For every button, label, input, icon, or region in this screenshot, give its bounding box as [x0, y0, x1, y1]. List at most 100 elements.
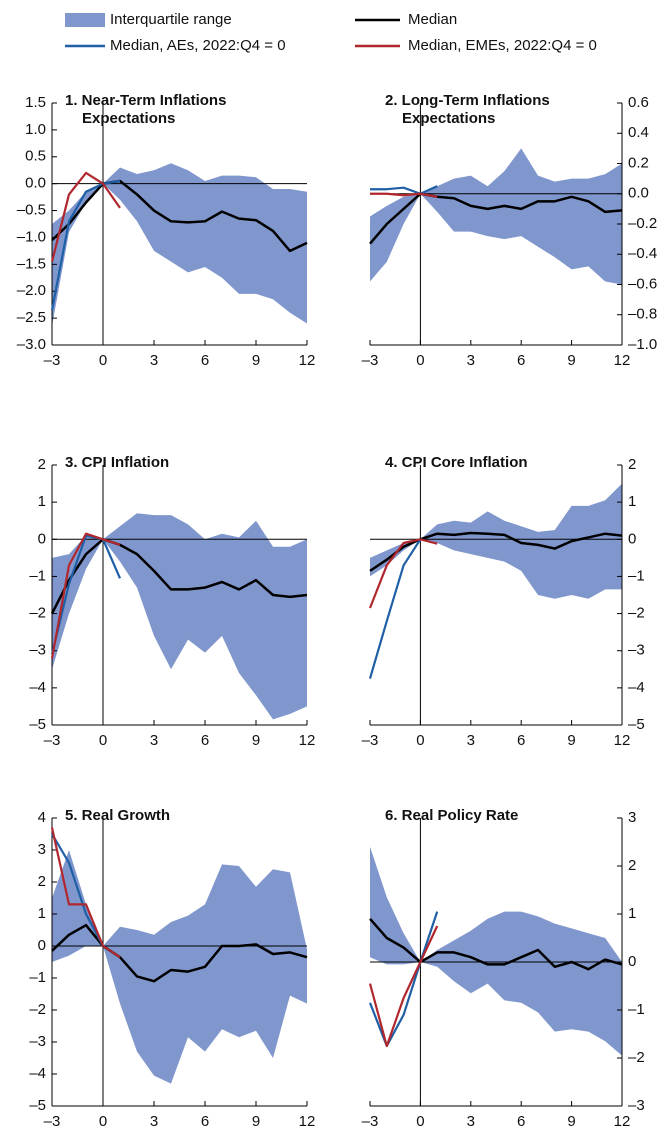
- x-tick-label: 12: [614, 732, 631, 749]
- y-tick-label: –3: [29, 642, 46, 659]
- x-tick-label: –3: [362, 732, 379, 749]
- x-tick-label: –3: [44, 732, 61, 749]
- y-tick-label: –2.5: [17, 309, 46, 326]
- x-tick-label: 0: [416, 1113, 424, 1130]
- x-tick-label: –3: [362, 1113, 379, 1130]
- y-tick-label: 1: [628, 905, 636, 922]
- y-tick-label: –0.6: [628, 275, 657, 292]
- y-tick-label: 3: [628, 809, 636, 826]
- y-tick-label: –4: [29, 679, 46, 696]
- y-tick-label: 0.2: [628, 154, 649, 171]
- median-line: [369, 917, 623, 971]
- x-tick-label: 3: [150, 732, 158, 749]
- x-tick-label: 9: [252, 1113, 260, 1130]
- x-tick-label: 12: [299, 732, 316, 749]
- panel-title: 6. Real Policy Rate: [385, 807, 519, 824]
- iqr-band: [52, 163, 307, 327]
- x-tick-label: 12: [299, 352, 316, 369]
- median-aes-line: [368, 538, 422, 679]
- x-tick-label: 6: [517, 732, 525, 749]
- y-tick-label: 2: [38, 456, 46, 473]
- x-tick-label: –3: [44, 352, 61, 369]
- iqr-band: [52, 850, 307, 1084]
- x-tick-label: 0: [99, 732, 107, 749]
- median-aes-line: [51, 833, 104, 947]
- y-tick-label: 4: [38, 809, 46, 826]
- x-tick-label: 6: [517, 352, 525, 369]
- x-tick-label: 12: [299, 1113, 316, 1130]
- x-tick-label: 6: [517, 1113, 525, 1130]
- y-tick-label: 0.5: [25, 148, 46, 165]
- y-tick-label: –0.2: [628, 215, 657, 232]
- x-tick-label: 6: [201, 1113, 209, 1130]
- iqr-band: [370, 148, 622, 285]
- y-tick-label: –2: [29, 605, 46, 622]
- iqr-band: [370, 846, 622, 1056]
- x-tick-label: 9: [252, 732, 260, 749]
- y-tick-label: –2: [29, 1001, 46, 1018]
- y-tick-label: 1: [38, 493, 46, 510]
- median-line: [51, 923, 308, 983]
- legend-label: Interquartile range: [110, 11, 232, 28]
- y-tick-label: –3: [628, 1097, 645, 1114]
- x-tick-label: 12: [614, 352, 631, 369]
- median-line: [369, 531, 623, 572]
- x-tick-label: 0: [99, 352, 107, 369]
- legend-swatch: [65, 13, 105, 27]
- x-tick-label: 3: [467, 352, 475, 369]
- y-tick-label: –3.0: [17, 336, 46, 353]
- x-tick-label: –3: [362, 352, 379, 369]
- median-aes-line: [368, 911, 439, 1048]
- y-tick-label: 0: [628, 953, 636, 970]
- median-aes-line: [50, 179, 121, 311]
- y-tick-label: –2.0: [17, 282, 46, 299]
- x-tick-label: 3: [467, 732, 475, 749]
- y-tick-label: –1: [628, 1001, 645, 1018]
- y-tick-label: 0: [628, 530, 636, 547]
- y-tick-label: –1.0: [628, 336, 657, 353]
- y-tick-label: 1.5: [25, 94, 46, 111]
- y-tick-label: –2: [628, 1049, 645, 1066]
- median-emes-line: [370, 192, 438, 198]
- x-tick-label: 0: [416, 732, 424, 749]
- x-tick-label: 12: [614, 1113, 631, 1130]
- y-tick-label: –3: [628, 642, 645, 659]
- panel-title: 2. Long-Term Inflations Expectations: [385, 92, 550, 127]
- y-tick-label: 2: [628, 857, 636, 874]
- y-tick-label: –4: [29, 1065, 46, 1082]
- median-emes-line: [368, 925, 439, 1048]
- y-tick-label: 0: [38, 937, 46, 954]
- median-emes-line: [368, 538, 438, 609]
- median-emes-line: [50, 171, 121, 262]
- y-tick-label: –5: [29, 1097, 46, 1114]
- iqr-band: [370, 483, 622, 599]
- y-tick-label: 2: [628, 456, 636, 473]
- y-tick-label: –3: [29, 1033, 46, 1050]
- median-aes-line: [370, 185, 438, 195]
- iqr-band: [52, 513, 307, 720]
- y-tick-label: –4: [628, 679, 645, 696]
- y-tick-label: –0.4: [628, 245, 657, 262]
- panel-title: 4. CPI Core Inflation: [385, 454, 528, 471]
- y-tick-label: 0.6: [628, 94, 649, 111]
- x-tick-label: 6: [201, 352, 209, 369]
- median-line: [51, 179, 308, 253]
- median-emes-line: [50, 532, 121, 659]
- y-tick-label: 0.0: [25, 175, 46, 192]
- y-tick-label: 0.0: [628, 185, 649, 202]
- y-tick-label: 3: [38, 841, 46, 858]
- y-tick-label: –5: [29, 716, 46, 733]
- y-tick-label: 1.0: [25, 121, 46, 138]
- y-tick-label: –1.0: [17, 228, 46, 245]
- x-tick-label: 9: [567, 352, 575, 369]
- y-tick-label: 0.4: [628, 124, 649, 141]
- y-tick-label: –2: [628, 605, 645, 622]
- x-tick-label: 3: [150, 352, 158, 369]
- y-tick-label: –0.5: [17, 202, 46, 219]
- x-tick-label: 9: [567, 732, 575, 749]
- legend-label: Median, AEs, 2022:Q4 = 0: [110, 37, 286, 54]
- y-tick-label: –1: [628, 567, 645, 584]
- x-tick-label: 0: [416, 352, 424, 369]
- y-tick-label: 1: [628, 493, 636, 510]
